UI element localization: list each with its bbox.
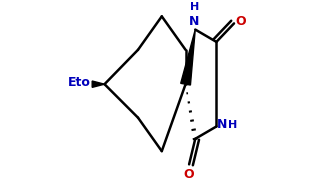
Text: O: O: [236, 15, 246, 28]
Text: Eto: Eto: [68, 76, 90, 89]
Polygon shape: [92, 81, 105, 87]
Polygon shape: [181, 30, 195, 85]
Text: O: O: [184, 168, 194, 181]
Text: N: N: [189, 15, 200, 28]
Text: H: H: [190, 2, 199, 12]
Text: N: N: [217, 118, 228, 131]
Text: H: H: [228, 120, 237, 130]
